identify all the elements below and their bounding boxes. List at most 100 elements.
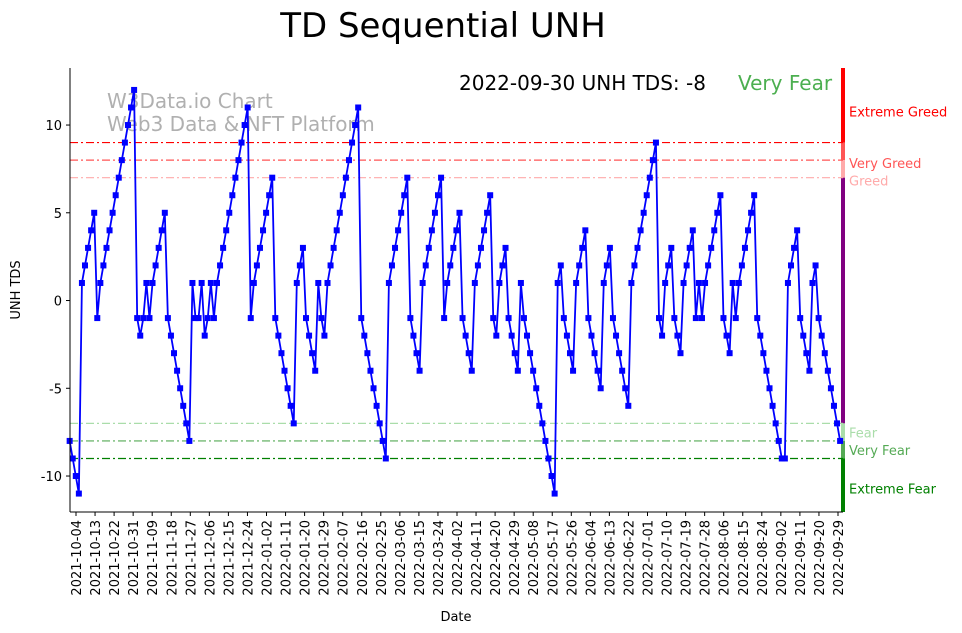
data-point (775, 437, 782, 444)
data-point (321, 332, 328, 339)
data-point (388, 262, 395, 269)
data-point (757, 332, 764, 339)
data-point (422, 262, 429, 269)
data-point (588, 332, 595, 339)
data-point (837, 437, 844, 444)
data-point (232, 174, 239, 181)
data-point (370, 385, 377, 392)
x-tick-label: 2022-02-07 (337, 520, 352, 596)
data-point (686, 244, 693, 251)
data-point (471, 279, 478, 286)
data-point (253, 262, 260, 269)
data-point (303, 315, 310, 322)
x-tick-label: 2022-03-06 (394, 520, 409, 596)
data-point (161, 209, 168, 216)
data-point (520, 315, 527, 322)
data-point (800, 332, 807, 339)
data-point (134, 315, 141, 322)
data-point (180, 402, 187, 409)
data-point (293, 279, 300, 286)
data-point (760, 350, 767, 357)
data-point (643, 192, 650, 199)
data-point (496, 279, 503, 286)
data-point (281, 367, 288, 374)
data-point (131, 86, 138, 93)
x-tick-label: 2021-10-13 (89, 520, 104, 596)
data-point (85, 244, 92, 251)
data-point (164, 315, 171, 322)
data-point (821, 350, 828, 357)
x-tick-label: 2022-05-26 (565, 520, 580, 596)
data-point (419, 279, 426, 286)
x-tick-label: 2022-07-28 (699, 520, 714, 596)
data-point (591, 350, 598, 357)
data-point (201, 332, 208, 339)
zone-bar-segment (841, 142, 845, 161)
data-point (441, 315, 448, 322)
data-point (195, 315, 202, 322)
x-tick-label: 2022-01-29 (318, 520, 333, 596)
data-point (177, 385, 184, 392)
data-point (634, 244, 641, 251)
data-point (152, 262, 159, 269)
zone-bar-segment (841, 458, 845, 512)
x-tick-label: 2022-08-24 (756, 520, 771, 596)
data-point (738, 262, 745, 269)
y-tick-label: 5 (54, 207, 62, 222)
x-tick-label: 2022-01-11 (280, 520, 295, 596)
data-point (551, 490, 558, 497)
x-tick-label: 2021-11-27 (184, 520, 199, 596)
x-tick-label: 2022-04-20 (489, 520, 504, 596)
data-point (69, 455, 76, 462)
data-point (330, 244, 337, 251)
zone-bar-segment (841, 177, 845, 424)
data-point (250, 279, 257, 286)
data-point (78, 279, 85, 286)
x-tick-label: 2021-10-22 (108, 520, 123, 596)
data-point (566, 350, 573, 357)
data-point (425, 244, 432, 251)
data-point (333, 227, 340, 234)
data-point (609, 315, 616, 322)
data-point (502, 244, 509, 251)
data-point (815, 315, 822, 322)
chart-title: TD Sequential UNH (279, 6, 606, 46)
x-tick-label: 2022-07-01 (642, 520, 657, 596)
data-point (91, 209, 98, 216)
data-point (812, 262, 819, 269)
data-point (413, 350, 420, 357)
x-axis-label: Date (440, 610, 471, 625)
data-point (493, 332, 500, 339)
data-point (431, 209, 438, 216)
x-tick-label: 2022-02-25 (375, 520, 390, 596)
data-point (751, 192, 758, 199)
data-point (312, 367, 319, 374)
data-point (616, 350, 623, 357)
zone-bar-segment (841, 423, 845, 441)
data-point (453, 227, 460, 234)
data-point (210, 315, 217, 322)
x-tick-label: 2022-02-16 (356, 520, 371, 596)
data-point (511, 350, 518, 357)
data-point (416, 367, 423, 374)
data-point (398, 209, 405, 216)
data-point (533, 385, 540, 392)
data-point (530, 367, 537, 374)
data-point (545, 455, 552, 462)
x-tick-label: 2022-05-08 (527, 520, 542, 596)
data-point (364, 350, 371, 357)
data-point (269, 174, 276, 181)
data-point (143, 279, 150, 286)
data-point (628, 279, 635, 286)
chart-subtitle: 2022-09-30 UNH TDS: -8 (459, 71, 706, 95)
data-point (118, 157, 125, 164)
x-tick-label: 2022-09-29 (832, 520, 847, 596)
data-point (459, 315, 466, 322)
data-point (226, 209, 233, 216)
data-point (290, 420, 297, 427)
data-point (671, 315, 678, 322)
data-point (124, 122, 131, 129)
x-tick-label: 2022-05-17 (546, 520, 561, 596)
data-point (435, 192, 442, 199)
